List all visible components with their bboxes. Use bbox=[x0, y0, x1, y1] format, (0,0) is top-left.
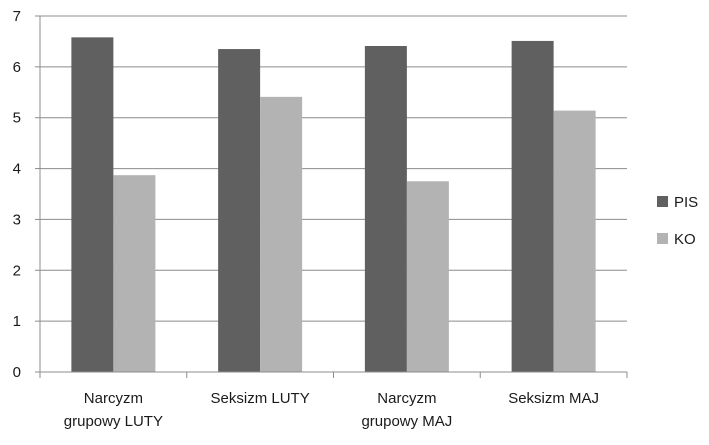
y-tick-label: 0 bbox=[13, 364, 21, 381]
legend-swatch-ko bbox=[657, 233, 668, 244]
bars bbox=[71, 37, 596, 373]
bar-pis-1 bbox=[218, 49, 261, 373]
bar-ko-2 bbox=[406, 181, 449, 372]
x-axis-labels: Narcyzm grupowy LUTY Seksizm LUTY Narcyzm gr… bbox=[64, 390, 599, 430]
x-category-label: Seksizm MAJ bbox=[508, 390, 599, 407]
bar-ko-1 bbox=[260, 96, 303, 372]
legend-label-pis: PIS bbox=[674, 194, 698, 211]
x-category-label: Narcyzm bbox=[377, 390, 436, 407]
y-tick-label: 7 bbox=[13, 8, 21, 25]
x-category-label: grupowy LUTY bbox=[64, 413, 163, 430]
legend-label-ko: KO bbox=[674, 231, 696, 248]
legend-swatch-pis bbox=[657, 196, 668, 207]
y-tick-label: 2 bbox=[13, 262, 21, 279]
bar-pis-3 bbox=[511, 40, 554, 373]
y-tick-label: 3 bbox=[13, 211, 21, 228]
y-tick-label: 1 bbox=[13, 313, 21, 330]
axes bbox=[35, 15, 628, 378]
y-tick-label: 4 bbox=[13, 161, 21, 178]
x-category-label: Narcyzm bbox=[84, 390, 143, 407]
x-category-label: grupowy MAJ bbox=[361, 413, 452, 430]
bar-ko-3 bbox=[553, 110, 596, 372]
bar-pis-2 bbox=[364, 46, 407, 373]
y-tick-label: 6 bbox=[13, 59, 21, 76]
y-tick-label: 5 bbox=[13, 110, 21, 127]
x-category-label: Seksizm LUTY bbox=[211, 390, 310, 407]
legend: PIS KO bbox=[657, 194, 698, 248]
y-axis-labels: 0 1 2 3 4 5 6 7 bbox=[13, 8, 21, 381]
bar-pis-0 bbox=[71, 37, 114, 373]
bar-ko-0 bbox=[113, 175, 156, 372]
